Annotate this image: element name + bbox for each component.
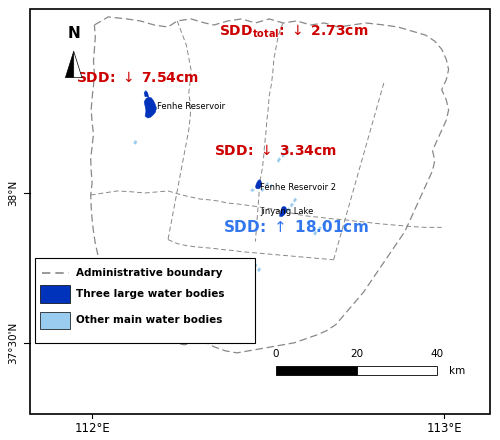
Text: SDD$_\mathregular{total}$: $\downarrow$ 2.73cm: SDD$_\mathregular{total}$: $\downarrow$ … [218,22,368,40]
Bar [40,312,70,330]
Polygon shape [144,91,148,97]
Text: 0: 0 [273,349,280,359]
Polygon shape [134,140,137,144]
Polygon shape [318,226,322,231]
Bar [356,366,437,375]
Text: 112°E: 112°E [74,422,110,435]
Polygon shape [261,188,264,192]
Text: 38°N: 38°N [8,180,18,206]
Polygon shape [250,188,254,192]
Text: 113°E: 113°E [426,422,462,435]
Text: Three large water bodies: Three large water bodies [76,289,225,299]
Text: Other main water bodies: Other main water bodies [76,315,223,326]
Text: 37°30'N: 37°30'N [8,322,18,364]
Text: 40: 40 [430,349,444,359]
Text: Administrative boundary: Administrative boundary [76,268,223,278]
Polygon shape [256,180,262,189]
Polygon shape [290,203,294,207]
Polygon shape [282,153,285,158]
Polygon shape [277,158,280,163]
Text: Fenhe Reservoir 2: Fenhe Reservoir 2 [260,183,336,192]
Text: N: N [68,26,80,41]
Polygon shape [270,184,273,188]
Polygon shape [286,208,290,212]
Text: 20: 20 [350,349,363,359]
Polygon shape [66,51,74,77]
Bar [34,258,256,343]
Text: SDD: $\downarrow$ 3.34cm: SDD: $\downarrow$ 3.34cm [214,143,337,158]
Bar [276,366,356,375]
Text: Fenhe Reservoir: Fenhe Reservoir [157,102,225,111]
Polygon shape [266,182,268,186]
Polygon shape [293,198,297,202]
Polygon shape [286,148,289,153]
Polygon shape [280,206,286,217]
Polygon shape [314,231,317,235]
Polygon shape [257,268,261,272]
Polygon shape [144,97,156,118]
Text: SDD: $\downarrow$ 7.54cm: SDD: $\downarrow$ 7.54cm [76,70,199,84]
Text: km: km [448,366,465,376]
Text: SDD: $\uparrow$ 18.01cm: SDD: $\uparrow$ 18.01cm [223,220,369,235]
Polygon shape [74,51,82,77]
Bar [40,285,70,303]
Polygon shape [254,264,257,268]
Text: Jinyang Lake: Jinyang Lake [260,207,314,216]
Polygon shape [322,222,326,227]
